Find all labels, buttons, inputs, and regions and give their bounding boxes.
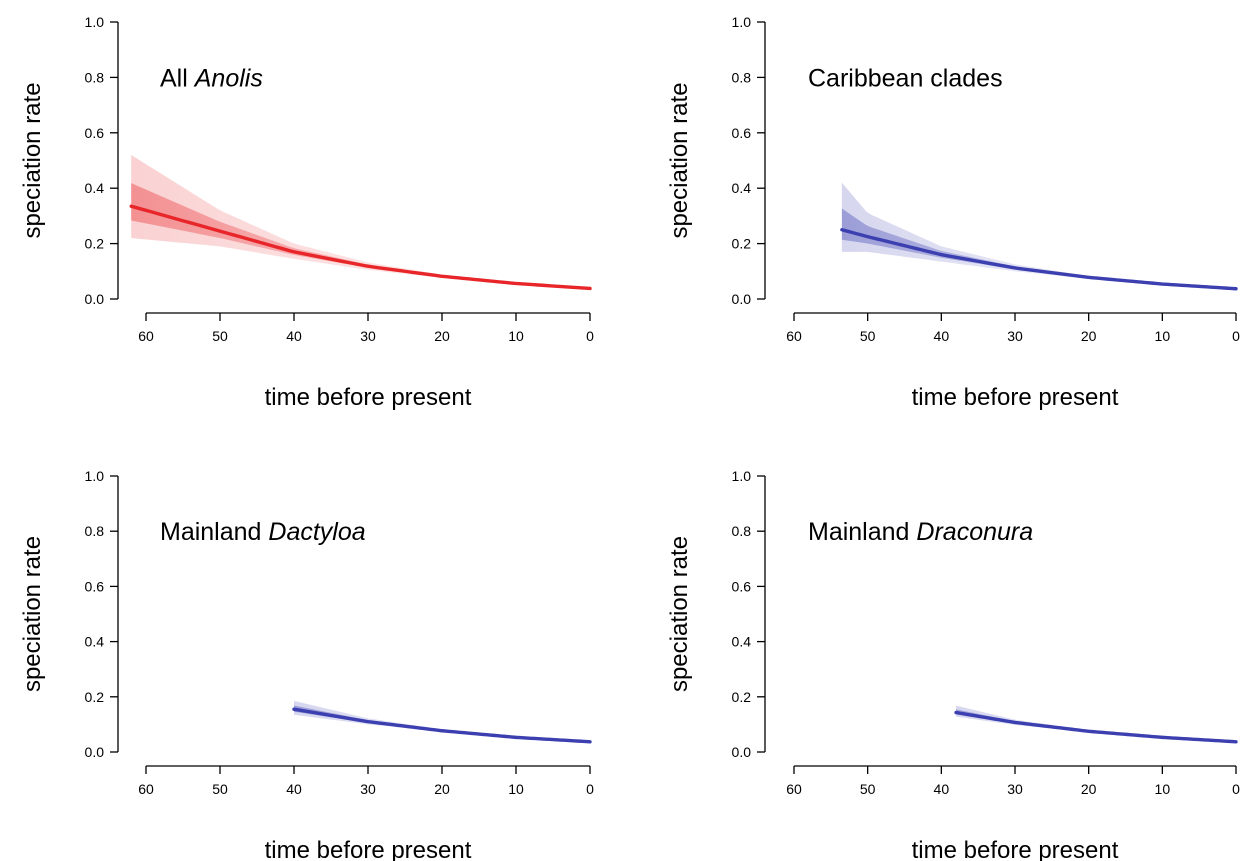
y-tick-label: 0.0 [732,744,752,760]
x-tick-label: 40 [286,781,302,797]
series-line [840,228,1238,291]
panel-title: All Anolis [160,64,263,92]
y-tick-label: 0.2 [85,236,105,252]
x-tick-label: 30 [1007,328,1023,344]
x-tick-label: 60 [786,328,802,344]
x-tick-label: 50 [860,328,876,344]
chart-panel-1: 0.0 0.2 0.4 0.6 0.8 1.0 60 50 40 30 20 10 0 time befo… [19,14,594,411]
y-tick-label: 0.0 [85,291,105,307]
y-tick-label: 0.8 [85,69,105,85]
uncertainty-band-inner [131,183,590,289]
uncertainty-band-inner [841,208,1236,289]
x-tick-label: 20 [434,328,450,344]
x-tick-label: 30 [360,781,376,797]
uncertainty-band-inner [294,705,590,742]
y-axis: 0.0 0.2 0.4 0.6 0.8 1.0 [732,14,766,307]
y-tick-label: 1.0 [732,468,752,484]
x-tick-label: 40 [934,781,950,797]
y-tick-label: 0.4 [732,180,752,196]
y-tick-label: 0.8 [732,523,752,539]
series-line [954,710,1238,744]
y-tick-label: 0.2 [732,689,752,705]
uncertainty-band-outer [131,154,590,290]
uncertainty-band-inner [956,709,1236,742]
y-axis-label: speciation rate [19,82,46,238]
x-tick-label: 0 [1232,781,1240,797]
x-tick-label: 0 [586,328,594,344]
y-tick-label: 0.6 [732,125,752,141]
y-tick-label: 0.6 [732,578,752,594]
x-tick-label: 10 [1155,781,1171,797]
y-tick-label: 0.4 [85,180,105,196]
panel-title: Caribbean clades [808,64,1003,92]
x-axis: 60 50 40 30 20 10 0 [138,312,594,344]
x-tick-label: 10 [1155,328,1171,344]
y-tick-label: 1.0 [85,468,105,484]
x-tick-label: 50 [860,781,876,797]
x-tick-label: 60 [786,781,802,797]
x-tick-label: 30 [360,328,376,344]
uncertainty-band-outer [841,182,1236,290]
y-tick-label: 0.0 [85,744,105,760]
x-tick-label: 40 [286,328,302,344]
x-tick-label: 60 [138,328,154,344]
y-tick-label: 0.4 [732,634,752,650]
x-axis-label: time before present [265,384,472,411]
y-tick-label: 1.0 [732,14,752,30]
x-axis: 60 50 40 30 20 10 0 [786,765,1240,797]
y-tick-label: 0.2 [85,689,105,705]
y-tick-label: 0.4 [85,634,105,650]
x-tick-label: 50 [212,328,228,344]
y-axis: 0.0 0.2 0.4 0.6 0.8 1.0 [85,468,119,760]
y-tick-label: 0.6 [85,125,105,141]
y-tick-label: 0.6 [85,578,105,594]
x-tick-label: 10 [508,781,524,797]
x-tick-label: 20 [1081,328,1097,344]
x-tick-label: 20 [434,781,450,797]
x-tick-label: 50 [212,781,228,797]
chart-panel-2: 0.0 0.2 0.4 0.6 0.8 1.0 60 50 40 30 20 10 0 time befo… [666,14,1240,411]
x-tick-label: 60 [138,781,154,797]
y-axis-label: speciation rate [666,536,693,692]
series-line [292,707,592,744]
x-axis: 60 50 40 30 20 10 0 [786,312,1240,344]
y-axis-label: speciation rate [19,536,46,692]
panel-title: Mainland Dactyloa [160,518,366,546]
y-tick-label: 0.2 [732,236,752,252]
x-axis-label: time before present [912,384,1119,411]
x-axis: 60 50 40 30 20 10 0 [138,765,594,797]
x-tick-label: 30 [1007,781,1023,797]
uncertainty-band-outer [956,705,1236,743]
x-tick-label: 0 [586,781,594,797]
x-axis-label: time before present [912,837,1119,861]
chart-panel-4: 0.0 0.2 0.4 0.6 0.8 1.0 60 50 40 30 20 10 0 time befo… [666,468,1240,861]
y-axis: 0.0 0.2 0.4 0.6 0.8 1.0 [732,468,766,760]
x-tick-label: 0 [1232,328,1240,344]
y-tick-label: 0.0 [732,291,752,307]
panel-title: Mainland Draconura [808,518,1033,546]
y-axis-label: speciation rate [666,82,693,238]
y-tick-label: 1.0 [85,14,105,30]
x-axis-label: time before present [265,837,472,861]
x-tick-label: 40 [934,328,950,344]
x-tick-label: 10 [508,328,524,344]
series-line [129,204,592,291]
y-tick-label: 0.8 [732,69,752,85]
chart-panel-3: 0.0 0.2 0.4 0.6 0.8 1.0 60 50 40 30 20 10 0 time befo… [19,468,594,861]
y-tick-label: 0.8 [85,523,105,539]
x-tick-label: 20 [1081,781,1097,797]
y-axis: 0.0 0.2 0.4 0.6 0.8 1.0 [85,14,119,307]
uncertainty-band-outer [294,700,590,743]
